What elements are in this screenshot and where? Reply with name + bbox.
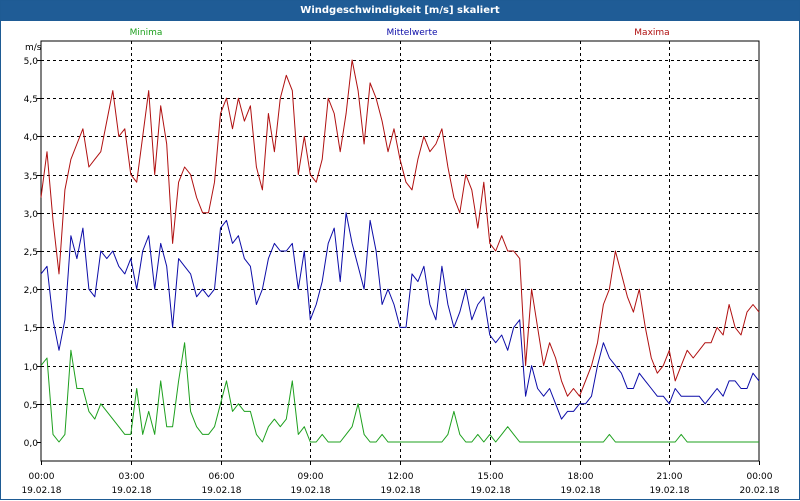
x-tick-date-label: 19.02.18 <box>560 486 600 496</box>
y-tick-label: 0,0 <box>24 439 39 449</box>
x-tick-time-label: 15:00 <box>478 472 504 482</box>
y-axis-label: m/s <box>25 43 42 53</box>
y-tick-label: 1,0 <box>24 363 39 373</box>
x-tick-time-label: 18:00 <box>568 472 594 482</box>
series-line-maxima <box>40 59 760 397</box>
legend-minima: Minima <box>130 28 163 38</box>
y-tick-label: 5,0 <box>24 57 39 67</box>
series-line-minima <box>40 342 759 443</box>
x-tick-date-label: 19.02.18 <box>21 486 61 496</box>
y-tick-label: 2,0 <box>24 286 39 296</box>
y-tick-label: 0,5 <box>24 401 38 411</box>
x-tick-date-label: 20.02.18 <box>739 486 779 496</box>
x-tick-time-label: 06:00 <box>209 472 235 482</box>
x-tick-time-label: 12:00 <box>388 472 414 482</box>
y-tick-label: 4,5 <box>24 95 38 105</box>
y-tick-label: 2,5 <box>24 248 38 258</box>
y-tick-label: 1,5 <box>24 324 38 334</box>
legend-mittelwerte: Mittelwerte <box>386 28 437 38</box>
y-tick-label: 4,0 <box>24 133 39 143</box>
x-tick-date-label: 19.02.18 <box>290 486 330 496</box>
x-tick-date-label: 19.02.18 <box>649 486 689 496</box>
legend-maxima: Maxima <box>634 28 669 38</box>
x-tick-time-label: 00:00 <box>29 472 55 482</box>
x-tick-time-label: 03:00 <box>119 472 145 482</box>
y-tick-label: 3,0 <box>24 210 39 220</box>
x-tick-date-label: 19.02.18 <box>470 486 510 496</box>
x-tick-date-label: 19.02.18 <box>111 486 151 496</box>
x-tick-date-label: 19.02.18 <box>380 486 420 496</box>
x-tick-time-label: 09:00 <box>298 472 324 482</box>
chart-title: Windgeschwindigkeit [m/s] skaliert <box>1 1 799 21</box>
x-tick-time-label: 21:00 <box>657 472 683 482</box>
x-tick-date-label: 19.02.18 <box>201 486 241 496</box>
series-line-mittelwerte <box>40 212 760 420</box>
y-tick-label: 3,5 <box>24 172 38 182</box>
x-tick-time-label: 00:00 <box>747 472 773 482</box>
